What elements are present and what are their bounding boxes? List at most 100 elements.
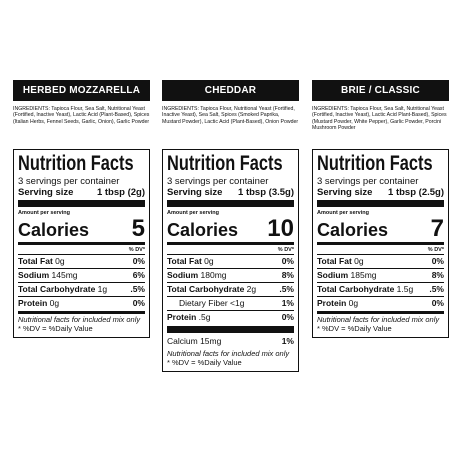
divider: [18, 242, 145, 245]
nutrient-dv: 0%: [281, 312, 294, 322]
calories-label: Calories: [18, 220, 90, 240]
nutrient-dv: 8%: [431, 270, 444, 280]
nutrient-row: Total Carbohydrate 1.5g .5%: [317, 282, 444, 296]
nutrient-amount: 0g: [348, 298, 359, 308]
dv-note: * %DV = %Daily Value: [167, 357, 242, 367]
nutrient-label: Total Fat: [167, 256, 202, 266]
calories-value: 5: [131, 215, 145, 242]
nutrient-row: Total Fat 0g 0%: [18, 254, 145, 268]
ingredients: INGREDIENTS: Tapioca Flour, Nutritional …: [162, 106, 299, 125]
calories: Calories 7: [317, 217, 444, 241]
nutrient: Sodium 180mg: [167, 269, 227, 282]
nutrient-label: Total Carbohydrate: [317, 284, 395, 294]
nutrient-amount: 185mg: [350, 270, 377, 280]
dv-header: % DV*: [128, 247, 145, 253]
nutrition-label: Nutrition Facts 3 servings per container S…: [162, 149, 299, 372]
nutrition-label: Nutrition Facts 3 servings per container S…: [13, 149, 150, 338]
amount-per-serving: Amount per serving: [167, 210, 219, 216]
nutrient-row: Total Fat 0g 0%: [317, 254, 444, 268]
dv-header: % DV*: [277, 247, 294, 253]
nutrient-row: Sodium 145mg 6%: [18, 268, 145, 282]
nutrient-amount: 0g: [204, 256, 214, 266]
product-column: BRIE / CLASSIC MOZZARELLA INGREDIENTS: Ta…: [312, 80, 449, 338]
nutrient-label: Protein: [317, 298, 347, 308]
nutrient-row: Total Carbohydrate 1g .5%: [18, 282, 145, 296]
serving-size-label: Serving size: [167, 187, 223, 198]
nutrient-amount: .5g: [198, 312, 211, 322]
nutrient-amount: 2g: [246, 284, 257, 294]
nutrient-label: Sodium: [167, 270, 199, 280]
nutrient: Total Fat 0g: [167, 255, 214, 268]
nutrient: Total Carbohydrate 1.5g: [317, 283, 413, 296]
nutrient-row: Protein 0g 0%: [18, 296, 145, 310]
nutrient-dv: .5%: [130, 284, 145, 294]
calories-value: 7: [430, 215, 444, 242]
nutrient-dv: 1%: [281, 336, 294, 346]
divider: [317, 242, 444, 245]
nutrient-label: Calcium: [167, 336, 198, 346]
nutrient: Sodium 145mg: [18, 269, 78, 282]
nutrient-row: Total Carbohydrate 2g .5%: [167, 282, 294, 296]
nutrient-dv: 0%: [132, 256, 145, 266]
nutrient-row: Sodium 180mg 8%: [167, 268, 294, 282]
nutrient-dv: 0%: [431, 256, 444, 266]
serving-size: Serving size 1 tbsp (3.5g): [167, 187, 294, 198]
nutrient-dv: .5%: [429, 284, 444, 294]
nutrient-label: Sodium: [18, 270, 50, 280]
nutrient: Dietary Fiber <1g: [167, 297, 244, 310]
nutrient-label: Sodium: [317, 270, 349, 280]
serving-size-value: 1 tbsp (2g): [96, 187, 145, 198]
nutrient-amount: 180mg: [200, 270, 227, 280]
servings: 3 servings per container: [317, 176, 419, 187]
amount-per-serving: Amount per serving: [317, 210, 369, 216]
nutrient-label: Dietary Fiber: [179, 298, 228, 308]
nutrient-row: Dietary Fiber <1g 1%: [167, 296, 294, 310]
nutrient-row: Protein .5g 0%: [167, 310, 294, 324]
nutrient-amount: 1.5g: [396, 284, 414, 294]
serving-size-label: Serving size: [18, 187, 74, 198]
footnote: Nutritional facts for included mix only: [317, 315, 440, 324]
calories-label: Calories: [167, 220, 239, 240]
nutrient-dv: 8%: [281, 270, 294, 280]
nutrient-amount: 0g: [55, 256, 65, 266]
nutrient-amount: 145mg: [51, 270, 78, 280]
divider: [317, 311, 444, 314]
nutrient: Protein 0g: [18, 297, 59, 310]
nutrient-dv: 0%: [132, 298, 145, 308]
serving-size: Serving size 1 tbsp (2.5g): [317, 187, 444, 198]
nutrient-dv: .5%: [279, 284, 294, 294]
product-title: CHEDDAR: [162, 80, 299, 101]
amount-per-serving: Amount per serving: [18, 210, 70, 216]
nutrient: Total Fat 0g: [18, 255, 65, 268]
divider: [167, 326, 294, 333]
nutrient: Sodium 185mg: [317, 269, 377, 282]
nutrient-label: Protein: [167, 312, 197, 322]
nutrient-amount: 0g: [49, 298, 60, 308]
dv-note: * %DV = %Daily Value: [317, 323, 392, 333]
product-column: HERBED MOZZARELLA INGREDIENTS: Tapioca Fl…: [13, 80, 150, 338]
nutrient-row: Total Fat 0g 0%: [167, 254, 294, 268]
nutrient-amount: <1g: [230, 298, 245, 308]
serving-size-label: Serving size: [317, 187, 373, 198]
nutrient-dv: 0%: [431, 298, 444, 308]
nutrient-row: Calcium 15mg 1%: [167, 335, 294, 348]
nutrient-label: Total Fat: [18, 256, 53, 266]
nutrient-label: Total Carbohydrate: [167, 284, 245, 294]
footnote: Nutritional facts for included mix only: [18, 315, 141, 324]
servings: 3 servings per container: [167, 176, 269, 187]
divider: [167, 200, 294, 207]
nutrient: Calcium 15mg: [167, 335, 221, 348]
product-title: HERBED MOZZARELLA: [13, 80, 150, 101]
nutrient-amount: 1g: [97, 284, 108, 294]
nutrient-dv: 1%: [281, 298, 294, 308]
calories: Calories 5: [18, 217, 145, 241]
divider: [167, 242, 294, 245]
facts-title: Nutrition Facts: [18, 152, 134, 175]
serving-size: Serving size 1 tbsp (2g): [18, 187, 145, 198]
facts-title: Nutrition Facts: [317, 152, 433, 175]
serving-size-value: 1 tbsp (2.5g): [388, 187, 444, 198]
nutrient-row: Protein 0g 0%: [317, 296, 444, 310]
nutrient: Protein .5g: [167, 311, 210, 324]
divider: [18, 311, 145, 314]
dv-note: * %DV = %Daily Value: [18, 323, 93, 333]
